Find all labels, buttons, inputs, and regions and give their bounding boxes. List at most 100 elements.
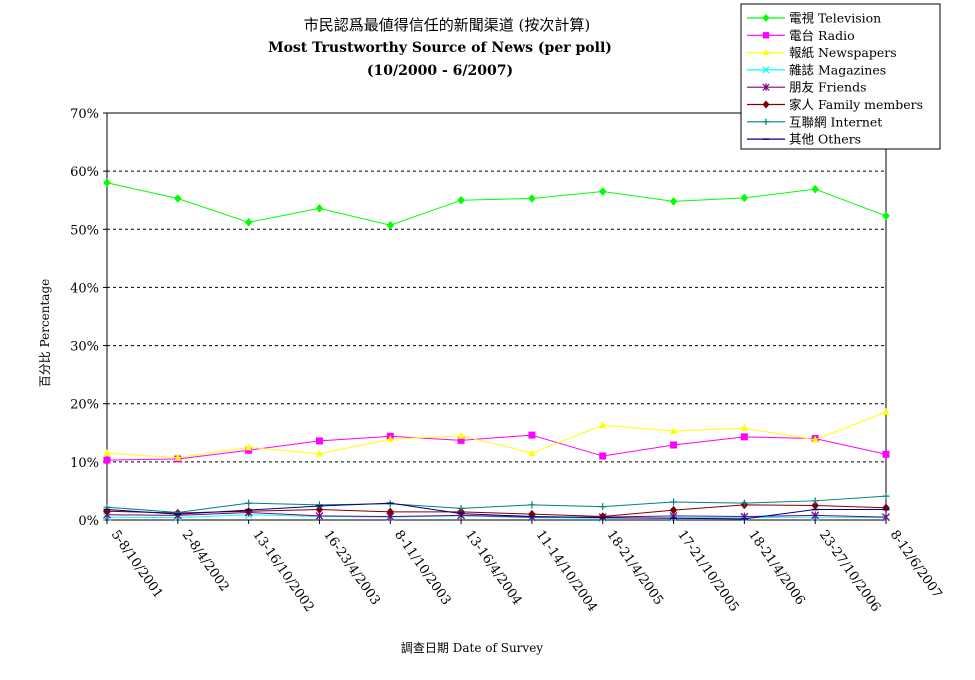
y-tick-label: 50% — [70, 223, 99, 238]
legend-label: 朋友 Friends — [789, 80, 866, 95]
data-point — [811, 497, 819, 505]
data-point — [103, 456, 111, 464]
y-tick-label: 10% — [70, 456, 99, 471]
x-tick-label: 23-27/10/2006 — [816, 528, 883, 615]
data-point — [762, 13, 770, 23]
data-point — [103, 449, 111, 457]
data-point — [173, 194, 182, 203]
legend-label: 電台 Radio — [789, 28, 855, 43]
legend-entry: 家人 Family members — [747, 97, 923, 112]
series-line — [106, 434, 887, 461]
legend-label: 家人 Family members — [789, 97, 923, 112]
series-group — [103, 178, 890, 523]
data-point — [528, 194, 536, 203]
y-tick-label: 20% — [70, 398, 99, 413]
x-tick-label: 13-16/4/2004 — [462, 528, 525, 608]
x-tick-label: 13-16/10/2002 — [249, 528, 316, 615]
gridlines — [107, 112, 886, 463]
legend-entry: 電台 Radio — [747, 28, 855, 43]
data-point — [457, 195, 465, 205]
data-point — [245, 443, 253, 451]
series-line — [106, 504, 887, 518]
data-point — [457, 504, 465, 512]
data-point — [599, 452, 607, 460]
data-point — [762, 48, 770, 56]
x-tick-label: 2-8/4/2002 — [179, 528, 232, 595]
data-point — [598, 512, 607, 521]
series-line — [106, 182, 887, 226]
data-point — [103, 178, 111, 188]
legend-entry: 報紙 Newspapers — [747, 45, 897, 60]
series-dash — [103, 502, 890, 520]
x-tick-label: 17-21/10/2005 — [674, 528, 741, 615]
legend-label: 電視 Television — [789, 11, 881, 26]
x-tick-label: 18-21/4/2005 — [603, 528, 666, 608]
data-point — [740, 424, 748, 432]
data-point — [598, 187, 607, 196]
y-axis: 0% 10% 20% 30% 40% 50% 60% 70% — [70, 107, 107, 529]
data-point — [457, 436, 465, 444]
data-point — [669, 505, 678, 515]
legend-label: 報紙 Newspapers — [789, 45, 897, 60]
legend-label: 互聯網 Internet — [789, 114, 882, 129]
plot-area — [106, 112, 887, 521]
y-axis-label: 百分比 Percentage — [38, 279, 52, 388]
data-point — [882, 503, 890, 513]
legend-label: 其他 Others — [789, 132, 861, 147]
x-tick-label: 18-21/4/2006 — [745, 528, 808, 608]
data-point — [670, 441, 678, 449]
data-point — [762, 118, 770, 125]
series-line — [106, 495, 887, 513]
legend-box — [740, 3, 941, 150]
y-tick-label: 70% — [70, 107, 99, 122]
data-point — [386, 220, 395, 230]
data-point — [528, 501, 536, 509]
data-point — [386, 507, 395, 517]
data-point — [762, 32, 770, 39]
chart-title: 市民認爲最値得信任的新聞渠道 (按次計算) — [304, 16, 590, 34]
data-point — [315, 449, 323, 457]
legend-entry: 電視 Television — [747, 11, 881, 26]
x-tick-label: 8-11/10/2003 — [391, 528, 454, 608]
series-square — [103, 431, 890, 464]
series-diamond — [103, 178, 890, 230]
series-line — [106, 511, 887, 518]
x-tick-label: 5-8/10/2001 — [108, 528, 166, 602]
y-tick-label: 60% — [70, 165, 99, 180]
data-point — [599, 421, 607, 429]
data-point — [457, 431, 465, 439]
legend-label: 雜誌 Magazines — [789, 62, 886, 77]
data-point — [740, 193, 749, 203]
data-point — [762, 100, 770, 109]
data-point — [882, 492, 890, 500]
data-point — [740, 433, 748, 441]
chart-date-range: (10/2000 - 6/2007) — [367, 63, 513, 79]
series-plus — [103, 492, 890, 516]
series-line — [106, 411, 887, 459]
data-point — [811, 184, 820, 194]
data-point — [528, 431, 536, 439]
data-point — [762, 66, 770, 74]
data-point — [528, 449, 536, 457]
y-tick-label: 40% — [70, 281, 99, 296]
data-point — [740, 499, 748, 507]
legend-entry: 其他 Others — [747, 132, 861, 147]
x-axis-label: 調查日期 Date of Survey — [401, 641, 543, 655]
data-point — [762, 83, 770, 91]
data-point — [811, 435, 819, 443]
data-point — [882, 211, 890, 221]
x-tick-label: 16-23/4/2003 — [320, 528, 383, 608]
data-point — [315, 437, 323, 445]
data-point — [244, 217, 253, 227]
data-point — [315, 501, 323, 509]
data-point — [669, 196, 678, 206]
data-point — [811, 511, 820, 520]
data-point — [386, 435, 394, 443]
data-point — [882, 450, 890, 458]
data-point — [315, 505, 324, 514]
y-tick-label: 0% — [78, 514, 99, 529]
legend: 電視 Television 電台 Radio 報紙 Newspapers 雜誌 Mag… — [740, 3, 941, 150]
y-tick-label: 30% — [70, 340, 99, 355]
data-point — [315, 203, 324, 213]
